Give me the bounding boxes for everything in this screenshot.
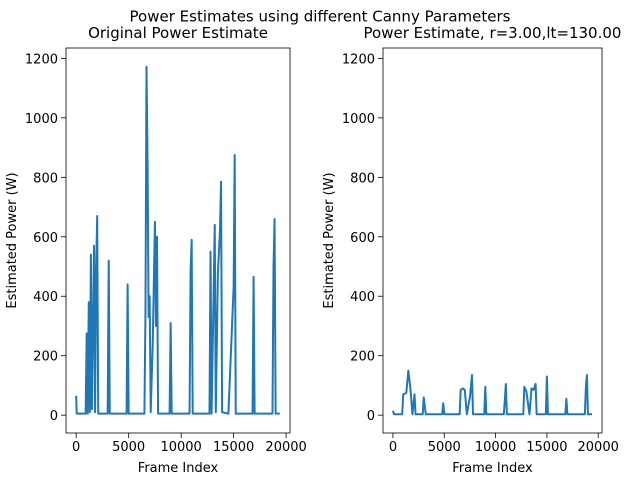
y-tick-label: 200 [33, 350, 58, 365]
x-tick-label: 5000 [428, 440, 461, 455]
x-tick-label: 20000 [578, 440, 619, 455]
subplot-title: Power Estimate, r=3.00,lt=130.00 [364, 24, 622, 42]
x-tick-label: 10000 [160, 440, 201, 455]
data-line [75, 65, 280, 415]
y-tick-label: 0 [50, 409, 58, 424]
x-tick-label: 15000 [526, 440, 567, 455]
x-tick-label: 0 [72, 440, 80, 455]
x-axis-label: Frame Index [452, 461, 533, 476]
y-tick-label: 800 [33, 171, 58, 186]
x-tick-label: 5000 [112, 440, 145, 455]
figure-title: Power Estimates using different Canny Pa… [130, 8, 511, 26]
subplot: Power Estimate, r=3.00,lt=130.00 0 5000 100… [322, 24, 621, 476]
y-tick-label: 800 [350, 171, 375, 186]
x-tick-label: 20000 [265, 440, 306, 455]
x-tick-label: 0 [389, 440, 397, 455]
y-tick-label: 600 [33, 231, 58, 246]
y-tick-label: 600 [350, 231, 375, 246]
axes-frame [65, 47, 291, 434]
y-tick-label: 1000 [25, 112, 58, 127]
axes-frame [382, 47, 603, 434]
subplot-title: Original Power Estimate [88, 24, 268, 42]
y-axis-label: Estimated Power (W) [5, 172, 20, 308]
y-tick-label: 1000 [342, 112, 375, 127]
y-tick-label: 200 [350, 350, 375, 365]
x-axis-label: Frame Index [138, 461, 219, 476]
x-tick-label: 15000 [213, 440, 254, 455]
y-tick-label: 400 [350, 290, 375, 305]
y-tick-label: 1200 [342, 52, 375, 67]
x-tick-label: 10000 [475, 440, 516, 455]
y-tick-label: 400 [33, 290, 58, 305]
y-tick-label: 0 [367, 409, 375, 424]
y-tick-label: 1200 [25, 52, 58, 67]
data-line [391, 369, 593, 416]
y-axis-label: Estimated Power (W) [322, 172, 337, 308]
